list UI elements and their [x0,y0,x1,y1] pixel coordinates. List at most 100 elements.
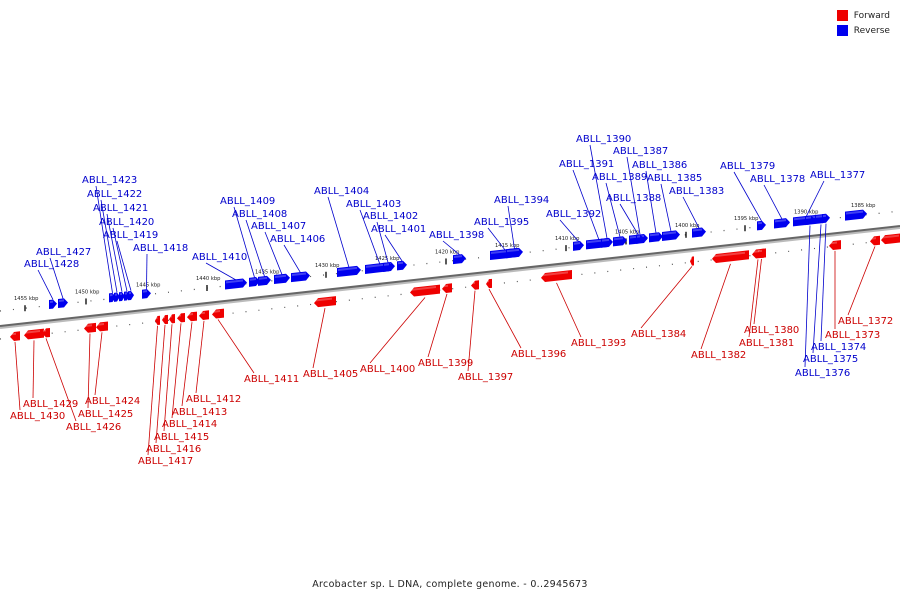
ABLL_1415-leader [163,324,173,432]
ABLL_1383 [692,227,706,238]
ABLL_1378 [774,218,790,229]
ABLL_1426-leader [45,338,77,422]
ABLL_1413-shape [187,311,197,322]
ABLL_1413-label: ABLL_1413 [172,407,227,418]
reverse-swatch [836,25,848,36]
ABLL_1381-highlight [753,250,760,253]
ABLL_1386-label: ABLL_1386 [632,160,687,171]
ABLL_1402-label: ABLL_1402 [363,211,418,222]
ABLL_1410 [225,278,247,290]
ABLL_1399-leader [427,293,448,358]
ABLL_1373-label: ABLL_1373 [825,330,880,341]
forward-gene-edge-shape [881,233,900,245]
ABLL_1382-shape [712,250,749,263]
ABLL_1382-label: ABLL_1382 [691,350,746,361]
ABLL_1399-highlight [443,284,448,288]
tick-label: 1385 kbp [851,203,876,209]
tick-label: 1430 kbp [315,263,340,269]
ABLL_1393-shape [541,269,572,282]
ABLL_1406-leader [283,244,301,273]
ABLL_1397-leader [467,290,476,372]
ABLL_1412-highlight [200,311,205,315]
ABLL_1383-highlight [693,228,702,232]
ABLL_1416-highlight [163,316,165,319]
ABLL_1426-highlight [43,329,46,332]
ABLL_1387-highlight [637,235,640,238]
ABLL_1396 [486,278,492,289]
ABLL_1374-shape [822,213,830,224]
ABLL_1401-highlight [398,261,403,265]
ABLL_1374-label: ABLL_1374 [811,342,866,353]
tick-label: 1440 kbp [196,276,221,282]
ABLL_1418-leader [146,253,148,290]
ABLL_1374 [822,213,830,224]
ABLL_1412-shape [199,310,209,320]
ABLL_1428-shape [49,299,57,310]
ABLL_1427-label: ABLL_1427 [36,247,91,258]
ABLL_1379-shape [757,220,766,231]
ABLL_1421-leader [106,213,123,292]
ABLL_1374-highlight [823,214,826,218]
ABLL_1424-leader [94,332,103,396]
ABLL_1387-shape [636,234,644,244]
ABLL_1407-leader [264,231,283,275]
reverse-gene-edge-highlight [846,210,863,215]
ABLL_1407-label: ABLL_1407 [251,221,306,232]
ABLL_1408-leader [245,219,265,277]
ABLL_1425 [84,322,96,333]
ABLL_1411-shape [212,308,224,319]
reverse-gene-edge-shape [845,209,867,221]
ABLL_1419 [128,290,134,301]
ABLL_1404-highlight [338,266,357,271]
tick-label: 1395 kbp [734,216,759,222]
track-dots-lower [0,238,900,340]
ABLL_1405 [314,296,336,308]
ABLL_1379-label: ABLL_1379 [720,161,775,172]
ABLL_1419-highlight [129,291,131,295]
ABLL_1390 [601,237,613,248]
ABLL_1392-shape [573,241,584,251]
ABLL_1430-highlight [11,332,16,336]
ABLL_1426-label: ABLL_1426 [66,422,121,433]
ABLL_1379-highlight [758,221,762,225]
ABLL_1405-leader [312,308,326,369]
ABLL_1428-leader [37,269,54,300]
ABLL_1373-highlight [830,241,837,245]
ABLL_1393-label: ABLL_1393 [571,338,626,349]
ABLL_1416-label: ABLL_1416 [146,444,201,455]
ABLL_1417 [155,315,160,326]
track-dots-upper [0,210,900,312]
ABLL_1372-shape [870,235,880,246]
ABLL_1389 [613,236,627,247]
ABLL_1386 [649,232,663,243]
legend-reverse: Reverse [836,23,890,38]
ABLL_1414-leader [171,323,182,419]
ABLL_1394-leader [507,205,515,249]
ABLL_1405-shape [314,296,336,308]
ABLL_1429 [24,328,44,340]
ABLL_1429-leader [32,340,35,399]
ABLL_1393-highlight [542,271,568,277]
ABLL_1383-shape [692,227,706,238]
ABLL_1374-leader [820,223,827,342]
ABLL_1377-label: ABLL_1377 [810,170,865,181]
ABLL_1394-shape [506,247,523,259]
ABLL_1412-label: ABLL_1412 [186,394,241,405]
reverse-gene-edge [845,209,867,221]
ABLL_1389-leader [605,182,621,237]
ABLL_1375-label: ABLL_1375 [803,354,858,365]
ABLL_1430-leader [14,341,21,411]
ABLL_1379 [757,220,766,231]
ABLL_1414-highlight [178,314,181,317]
ABLL_1419-shape [128,290,134,301]
ABLL_1411 [212,308,224,319]
ABLL_1422-leader [100,199,118,293]
ABLL_1397-label: ABLL_1397 [458,372,513,383]
ABLL_1428 [49,299,57,310]
ABLL_1422-shape [114,292,120,302]
ABLL_1376-shape [805,215,815,226]
ABLL_1400 [410,284,440,297]
ABLL_1418-label: ABLL_1418 [133,243,188,254]
tick-label: 1455 kbp [14,296,39,302]
